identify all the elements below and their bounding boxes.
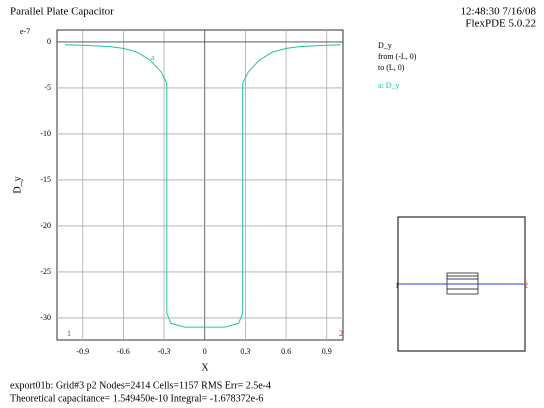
x-tick-label: -0.3	[158, 347, 171, 356]
time: 12:48:30 7/16/08	[461, 6, 537, 18]
scale-label: e-7	[20, 27, 30, 36]
legend-entry: a: D_y	[378, 81, 400, 90]
plot-frame	[56, 29, 344, 341]
x-tick-label: 0.9	[322, 347, 332, 356]
y-tick-label: -20	[40, 221, 51, 230]
x-axis-label: X	[201, 362, 209, 373]
x-tick-label: -0.9	[76, 347, 89, 356]
inset: 1 2	[395, 216, 528, 352]
curve-marker: a	[151, 53, 155, 62]
x-tick-label: 0	[203, 347, 207, 356]
footer-line: Theoretical capacitance= 1.549450e-10 In…	[10, 393, 263, 404]
data-line	[65, 44, 341, 328]
inset-end: 2	[524, 281, 528, 290]
y-tick-label: -25	[40, 267, 51, 276]
x-tick-label: 0.6	[281, 347, 291, 356]
y-tick-label: -30	[40, 313, 51, 322]
inset-start: 1	[395, 281, 399, 290]
start-marker: 1	[67, 329, 71, 338]
end-marker: 2	[339, 329, 343, 338]
y-tick-label: -15	[40, 175, 51, 184]
legend-to: to (L, 0)	[378, 63, 405, 72]
x-tick-label: 0.3	[240, 347, 250, 356]
title: Parallel Plate Capacitor	[10, 6, 114, 18]
y-axis-label: D_y	[12, 176, 23, 193]
legend-title: D_y	[378, 41, 392, 50]
legend-from: from (-L, 0)	[378, 52, 417, 61]
version: FlexPDE 5.0.22	[465, 18, 536, 30]
y-tick-label: 0	[47, 37, 51, 46]
y-tick-label: -10	[40, 129, 51, 138]
y-tick-label: -5	[44, 83, 51, 92]
footer-line: export01b: Grid#3 p2 Nodes=2414 Cells=11…	[10, 380, 271, 391]
x-tick-label: -0.6	[117, 347, 130, 356]
